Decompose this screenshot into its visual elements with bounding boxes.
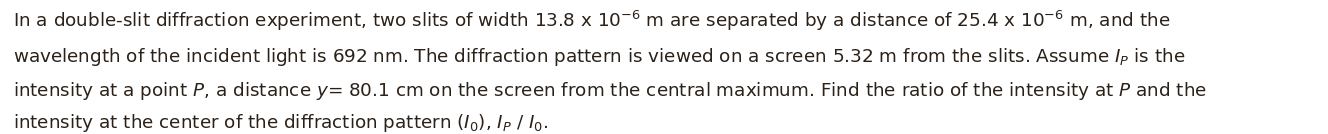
Text: wavelength of the incident light is 692 nm. The diffraction pattern is viewed on: wavelength of the incident light is 692 … [13, 46, 1186, 68]
Text: In a double-slit diffraction experiment, two slits of width 13.8 x 10$^{-6}$ m a: In a double-slit diffraction experiment,… [13, 9, 1171, 33]
Text: intensity at the center of the diffraction pattern ($\mathit{I}_0$), $\mathit{I}: intensity at the center of the diffracti… [13, 112, 548, 134]
Text: intensity at a point $\mathit{P}$, a distance $\mathit{y}$= 80.1 cm on the scree: intensity at a point $\mathit{P}$, a dis… [13, 80, 1207, 102]
